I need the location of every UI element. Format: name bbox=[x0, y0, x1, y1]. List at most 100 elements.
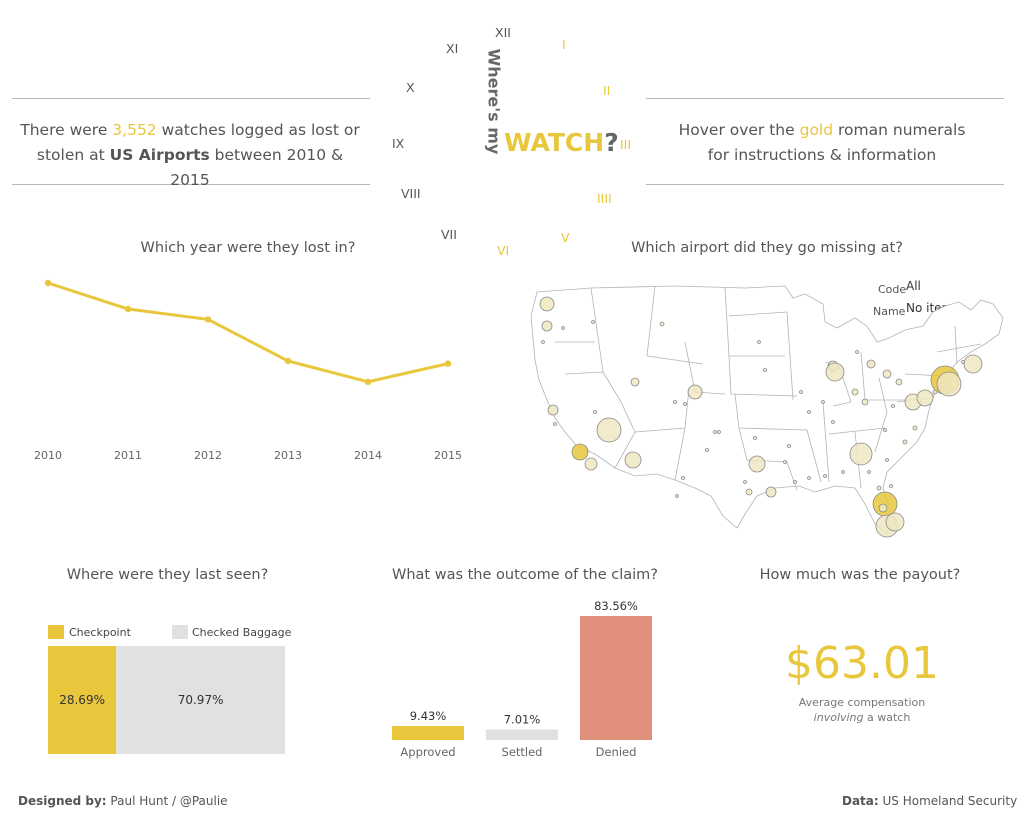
divider-bottom-left bbox=[12, 184, 370, 185]
outcome-bar-settled[interactable] bbox=[486, 729, 558, 740]
airport-circle[interactable] bbox=[872, 491, 898, 517]
airport-circles[interactable] bbox=[539, 296, 983, 538]
year-point-2011[interactable] bbox=[124, 305, 132, 313]
airport-circle[interactable] bbox=[885, 458, 889, 462]
legend-label-checkpoint: Checkpoint bbox=[69, 626, 131, 639]
airport-circle[interactable] bbox=[867, 470, 871, 474]
airport-circle[interactable] bbox=[799, 390, 803, 394]
airport-circle[interactable] bbox=[539, 296, 555, 312]
intro-left-p3: between 2010 & 2015 bbox=[170, 146, 344, 189]
airport-circle[interactable] bbox=[961, 360, 965, 364]
airport-circle[interactable] bbox=[866, 359, 876, 369]
seen-bar-checked-baggage[interactable] bbox=[116, 646, 286, 754]
airport-circle[interactable] bbox=[889, 484, 893, 488]
numeral-iiii[interactable]: IIII bbox=[597, 191, 612, 206]
airport-circle[interactable] bbox=[885, 512, 905, 532]
airport-circle[interactable] bbox=[713, 430, 717, 434]
airport-circle[interactable] bbox=[861, 398, 869, 406]
airport-circle[interactable] bbox=[717, 430, 721, 434]
legend-swatch-checkpoint bbox=[48, 625, 64, 639]
airport-circle[interactable] bbox=[878, 503, 888, 513]
airport-circle[interactable] bbox=[831, 420, 835, 424]
airport-circle[interactable] bbox=[895, 378, 903, 386]
airport-circle[interactable] bbox=[624, 451, 642, 469]
airport-circle[interactable] bbox=[936, 371, 962, 397]
airport-circle[interactable] bbox=[783, 460, 787, 464]
numeral-i[interactable]: I bbox=[562, 37, 566, 52]
airport-circle[interactable] bbox=[687, 384, 703, 400]
airport-circle[interactable] bbox=[591, 320, 595, 324]
payout-caption-involving: involving bbox=[813, 711, 864, 724]
airport-circle[interactable] bbox=[553, 422, 557, 426]
code-filter-value[interactable]: All bbox=[906, 279, 921, 293]
airport-circle[interactable] bbox=[787, 444, 791, 448]
airport-circle[interactable] bbox=[849, 442, 873, 466]
us-airport-map[interactable] bbox=[525, 282, 1010, 542]
airport-circle[interactable] bbox=[705, 448, 709, 452]
airport-circle[interactable] bbox=[963, 354, 983, 374]
airport-circle[interactable] bbox=[584, 457, 598, 471]
airport-circle[interactable] bbox=[753, 436, 757, 440]
airport-circle[interactable] bbox=[593, 410, 597, 414]
year-point-2012[interactable] bbox=[204, 316, 212, 323]
airport-circle[interactable] bbox=[673, 400, 677, 404]
airport-circle[interactable] bbox=[681, 476, 685, 480]
airport-circle[interactable] bbox=[763, 368, 767, 372]
airport-circle[interactable] bbox=[855, 350, 859, 354]
airport-circle[interactable] bbox=[757, 340, 761, 344]
designed-by-value[interactable]: Paul Hunt / @Paulie bbox=[106, 794, 228, 808]
airport-circle[interactable] bbox=[793, 480, 797, 484]
airport-circle[interactable] bbox=[916, 389, 934, 407]
airport-circle[interactable] bbox=[823, 474, 827, 478]
numeral-iii[interactable]: III bbox=[620, 137, 632, 152]
numeral-ix: IX bbox=[392, 136, 405, 151]
airport-circle[interactable] bbox=[596, 417, 622, 443]
airport-circle[interactable] bbox=[765, 486, 777, 498]
airport-circle[interactable] bbox=[561, 326, 565, 330]
outcome-bar-denied[interactable] bbox=[580, 616, 652, 740]
numeral-ii[interactable]: II bbox=[603, 83, 611, 98]
intro-right-gold: gold bbox=[799, 121, 834, 139]
airport-circle[interactable] bbox=[883, 428, 887, 432]
data-source-label: Data: bbox=[842, 794, 879, 808]
map-title: Which airport did they go missing at? bbox=[631, 240, 903, 256]
seen-stacked-bar[interactable]: 28.69% 70.97% bbox=[48, 646, 288, 756]
year-point-2010[interactable] bbox=[44, 279, 52, 287]
year-point-2014[interactable] bbox=[364, 378, 372, 385]
airport-circle[interactable] bbox=[807, 476, 811, 480]
year-point-2015[interactable] bbox=[444, 360, 452, 367]
data-source-value: US Homeland Security bbox=[878, 794, 1018, 808]
name-filter-label: Name bbox=[873, 305, 906, 318]
airport-circle[interactable] bbox=[851, 388, 859, 396]
airport-circle[interactable] bbox=[825, 362, 845, 382]
airport-circle[interactable] bbox=[748, 455, 766, 473]
airport-circle[interactable] bbox=[541, 340, 545, 344]
year-point-2013[interactable] bbox=[284, 357, 292, 365]
airport-circle[interactable] bbox=[571, 443, 589, 461]
airport-circle[interactable] bbox=[659, 321, 665, 327]
airport-circle[interactable] bbox=[876, 485, 882, 491]
outcome-bar-chart[interactable]: 9.43% Approved 7.01% Settled 83.56% Denied bbox=[380, 596, 680, 766]
airport-circle[interactable] bbox=[743, 480, 747, 484]
airport-circle[interactable] bbox=[630, 377, 640, 387]
airport-circle[interactable] bbox=[541, 320, 553, 332]
numeral-v[interactable]: V bbox=[561, 230, 570, 245]
airport-circle[interactable] bbox=[912, 425, 918, 431]
outcome-category-2: Denied bbox=[596, 745, 637, 759]
airport-circle[interactable] bbox=[745, 488, 753, 496]
airport-circle[interactable] bbox=[882, 369, 892, 379]
airport-circle[interactable] bbox=[841, 470, 845, 474]
airport-circle[interactable] bbox=[675, 494, 679, 498]
numeral-vi[interactable]: VI bbox=[497, 243, 510, 258]
title-top-rotated: Where's my bbox=[484, 48, 504, 155]
seen-bar-checkpoint[interactable] bbox=[48, 646, 117, 754]
airport-circle[interactable] bbox=[891, 404, 895, 408]
year-line-chart[interactable]: 2010 2011 2012 2013 2014 2015 bbox=[0, 270, 480, 470]
outcome-category-1: Settled bbox=[502, 745, 543, 759]
airport-circle[interactable] bbox=[902, 439, 908, 445]
airport-circle[interactable] bbox=[683, 402, 687, 406]
airport-circle[interactable] bbox=[821, 400, 825, 404]
airport-circle[interactable] bbox=[807, 410, 811, 414]
outcome-bar-approved[interactable] bbox=[392, 726, 464, 740]
airport-circle[interactable] bbox=[547, 404, 559, 416]
